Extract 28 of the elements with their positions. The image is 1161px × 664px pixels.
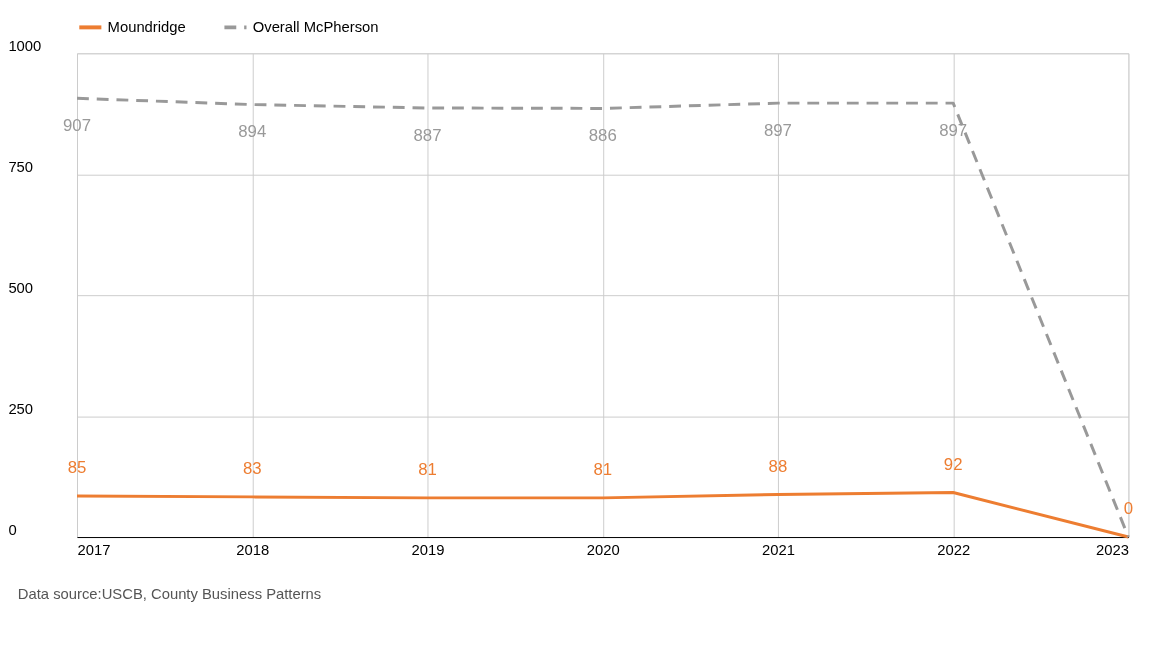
y-tick-label: 0: [8, 521, 17, 538]
data-label: 0: [1123, 499, 1134, 519]
y-tick-label: 250: [8, 400, 34, 417]
x-tick-label: 2023: [1095, 542, 1129, 559]
data-label: 907: [63, 115, 91, 135]
data-label: 887: [413, 125, 442, 145]
data-label: 894: [238, 122, 267, 142]
data-label: 85: [67, 458, 87, 478]
x-tick-label: 2018: [236, 542, 270, 559]
y-tick-label: 500: [8, 279, 34, 296]
x-tick-label: 2017: [77, 542, 111, 559]
data-label: 88: [768, 456, 788, 476]
x-tick-label: 2021: [761, 542, 795, 559]
x-tick-label: 2022: [937, 542, 971, 559]
x-tick-label: 2020: [586, 542, 620, 559]
data-label: 886: [588, 126, 617, 146]
y-tick-label: 1000: [8, 37, 42, 54]
source-note: Data source:USCB, County Business Patterns: [17, 586, 322, 603]
data-label: 897: [939, 120, 968, 140]
data-label: 81: [593, 460, 613, 480]
x-tick-label: 2019: [411, 542, 445, 559]
data-label: 83: [242, 459, 262, 479]
legend-label: Moundridge: [107, 19, 186, 36]
y-tick-label: 750: [8, 158, 34, 175]
data-label: 92: [943, 454, 963, 474]
data-label: 897: [763, 120, 792, 140]
data-label: 81: [418, 460, 437, 480]
legend-label: Overall McPherson: [252, 19, 379, 36]
